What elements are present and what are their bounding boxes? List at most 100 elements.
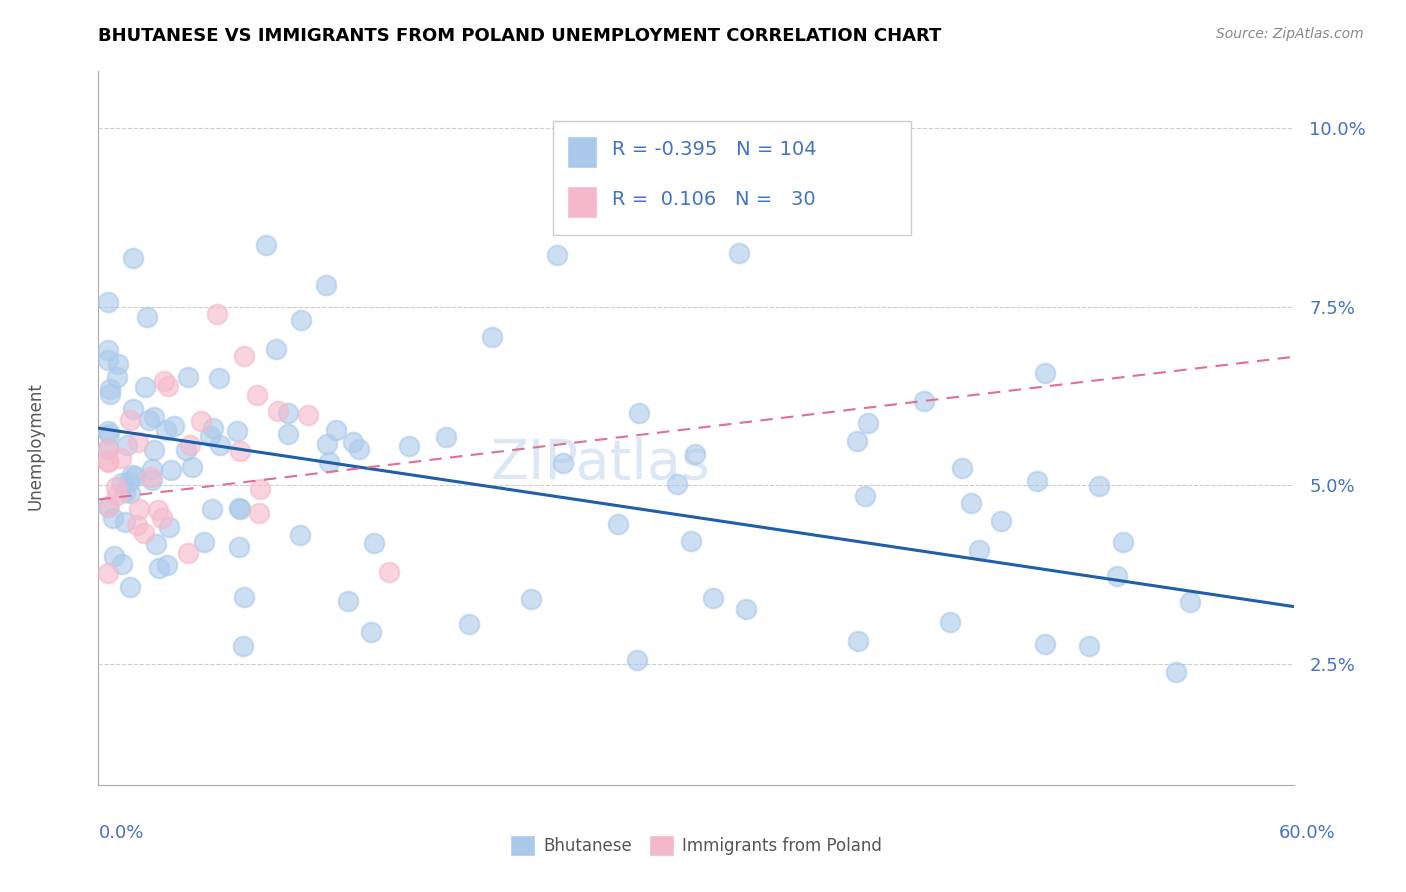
Point bbox=[665, 476, 688, 491]
Point bbox=[249, 482, 271, 496]
Point bbox=[228, 500, 250, 515]
Point bbox=[363, 536, 385, 550]
Point bbox=[1087, 478, 1109, 492]
Point bbox=[118, 475, 141, 489]
Point bbox=[734, 602, 756, 616]
Point bbox=[209, 438, 232, 452]
Point bbox=[98, 382, 121, 396]
Point bbox=[163, 419, 186, 434]
Point bbox=[104, 480, 127, 494]
Point bbox=[626, 653, 648, 667]
Point bbox=[97, 566, 120, 580]
Point bbox=[174, 442, 197, 457]
Point bbox=[120, 412, 142, 426]
Point bbox=[1035, 366, 1057, 380]
Point bbox=[277, 406, 299, 420]
Point bbox=[277, 427, 299, 442]
Point bbox=[1164, 665, 1187, 680]
Point bbox=[347, 442, 370, 457]
Point bbox=[959, 496, 981, 510]
Point bbox=[190, 414, 212, 428]
Point bbox=[181, 459, 204, 474]
Point bbox=[125, 518, 148, 533]
Point bbox=[98, 387, 121, 401]
Point bbox=[127, 434, 149, 449]
Bar bbox=[567, 186, 596, 218]
Point bbox=[156, 558, 179, 572]
Point bbox=[101, 511, 124, 525]
Point bbox=[97, 454, 120, 468]
Point bbox=[201, 502, 224, 516]
Point bbox=[136, 310, 159, 324]
Point bbox=[1078, 639, 1101, 653]
Point bbox=[247, 507, 270, 521]
Point bbox=[264, 343, 287, 357]
Text: BHUTANESE VS IMMIGRANTS FROM POLAND UNEMPLOYMENT CORRELATION CHART: BHUTANESE VS IMMIGRANTS FROM POLAND UNEM… bbox=[98, 27, 942, 45]
Point bbox=[845, 434, 868, 448]
Point bbox=[138, 413, 160, 427]
Text: 60.0%: 60.0% bbox=[1279, 824, 1336, 842]
Point bbox=[315, 277, 337, 292]
Point bbox=[107, 370, 129, 384]
Point bbox=[193, 535, 215, 549]
Point bbox=[97, 442, 120, 456]
Point bbox=[1178, 595, 1201, 609]
Point bbox=[967, 543, 990, 558]
Point bbox=[143, 410, 166, 425]
Point bbox=[950, 460, 973, 475]
Point bbox=[229, 444, 252, 458]
Point bbox=[290, 312, 312, 326]
Point bbox=[378, 565, 401, 579]
Point bbox=[128, 502, 150, 516]
Point bbox=[118, 580, 141, 594]
Point bbox=[118, 485, 141, 500]
Point bbox=[912, 394, 935, 409]
Point bbox=[229, 502, 252, 516]
Point bbox=[208, 370, 231, 384]
Point bbox=[198, 429, 221, 443]
Point bbox=[254, 238, 277, 252]
Point bbox=[325, 423, 347, 437]
Point bbox=[153, 374, 176, 388]
Point bbox=[481, 330, 503, 344]
Point bbox=[315, 436, 337, 450]
Point bbox=[141, 473, 163, 487]
Point bbox=[856, 416, 879, 430]
Point bbox=[97, 455, 120, 469]
Text: 0.0%: 0.0% bbox=[98, 824, 143, 842]
Point bbox=[398, 439, 420, 453]
Point bbox=[228, 541, 250, 555]
Point bbox=[157, 379, 180, 393]
Point bbox=[159, 463, 181, 477]
Point bbox=[121, 468, 143, 483]
Point bbox=[434, 430, 457, 444]
Point bbox=[155, 423, 177, 437]
Point bbox=[551, 456, 574, 470]
Point bbox=[97, 441, 120, 455]
Legend: Bhutanese, Immigrants from Poland: Bhutanese, Immigrants from Poland bbox=[503, 829, 889, 863]
Point bbox=[1033, 637, 1056, 651]
Text: Source: ZipAtlas.com: Source: ZipAtlas.com bbox=[1216, 27, 1364, 41]
Point bbox=[267, 404, 290, 418]
Point bbox=[150, 510, 173, 524]
Point bbox=[990, 514, 1012, 528]
Point bbox=[145, 537, 167, 551]
Point bbox=[107, 357, 129, 371]
Point bbox=[232, 639, 254, 653]
Point bbox=[546, 248, 568, 262]
Point bbox=[179, 438, 201, 452]
Point bbox=[1105, 569, 1128, 583]
Point bbox=[98, 500, 121, 514]
Point bbox=[681, 533, 703, 548]
Point bbox=[177, 369, 200, 384]
Point bbox=[121, 402, 143, 417]
Point bbox=[114, 515, 136, 529]
Point bbox=[177, 546, 200, 560]
Point bbox=[139, 469, 162, 483]
Point bbox=[288, 528, 311, 542]
Point bbox=[121, 251, 143, 265]
Point bbox=[97, 295, 120, 310]
Point bbox=[114, 484, 136, 499]
Point bbox=[97, 353, 120, 368]
Point bbox=[110, 476, 132, 491]
